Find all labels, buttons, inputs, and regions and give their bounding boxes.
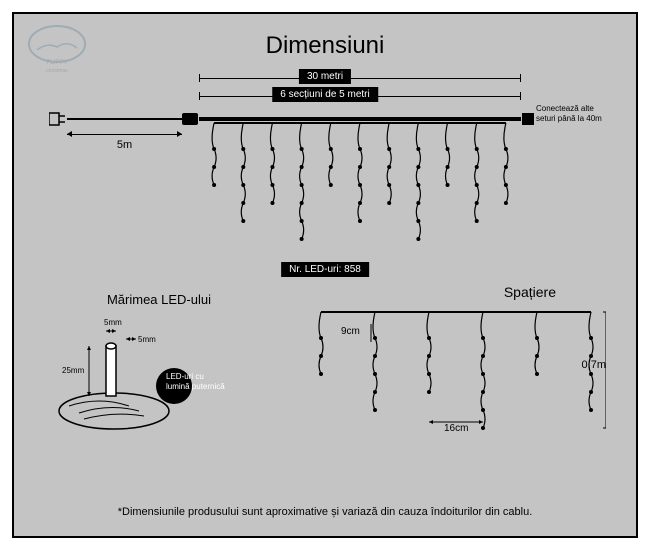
title: Dimensiuni xyxy=(266,32,385,60)
lead-dimension: 5m xyxy=(67,127,182,143)
main-dimension-diagram: 30 metri 6 secțiuni de 5 metri Conecteaz… xyxy=(44,69,606,269)
led-size-panel: Mărimea LED-ului 5mm 5mm 25mm LED-uri cu… xyxy=(44,292,274,452)
led-desc: LED-uri cu lumină puternică xyxy=(166,372,226,391)
extend-note: Conectează alte seturi până la 40m xyxy=(536,104,611,123)
footnote: *Dimensiunile produsului sunt aproximati… xyxy=(118,506,533,518)
led-w: 5mm xyxy=(104,318,122,327)
spacing-heading: Spațiere xyxy=(306,284,556,300)
led-count-label: Nr. LED-uri: 858 xyxy=(281,262,369,277)
lead-length: 5m xyxy=(117,139,132,151)
svg-text:FLIPPY: FLIPPY xyxy=(47,60,68,66)
strand-spacing-label: 16cm xyxy=(444,423,468,434)
diagram-frame: FLIPPYchristmas Dimensiuni 30 metri 6 se… xyxy=(12,12,638,538)
sections-label: 6 secțiuni de 5 metri xyxy=(272,87,378,102)
end-connector xyxy=(522,113,534,125)
icicle-strands xyxy=(199,121,521,261)
connector-icon xyxy=(182,113,198,125)
lead-cable xyxy=(67,118,182,120)
led-size-heading: Mărimea LED-ului xyxy=(44,292,274,307)
led-h: 25mm xyxy=(62,366,85,375)
led-gap: 5mm xyxy=(138,335,156,344)
plug-icon xyxy=(49,111,67,127)
led-spacing-label: 9cm xyxy=(341,326,360,337)
drop-label: 0,7m xyxy=(582,359,606,371)
total-length-label: 30 metri xyxy=(299,69,351,84)
spacing-panel: Spațiere 9cm 16cm 0,7m xyxy=(306,284,606,464)
